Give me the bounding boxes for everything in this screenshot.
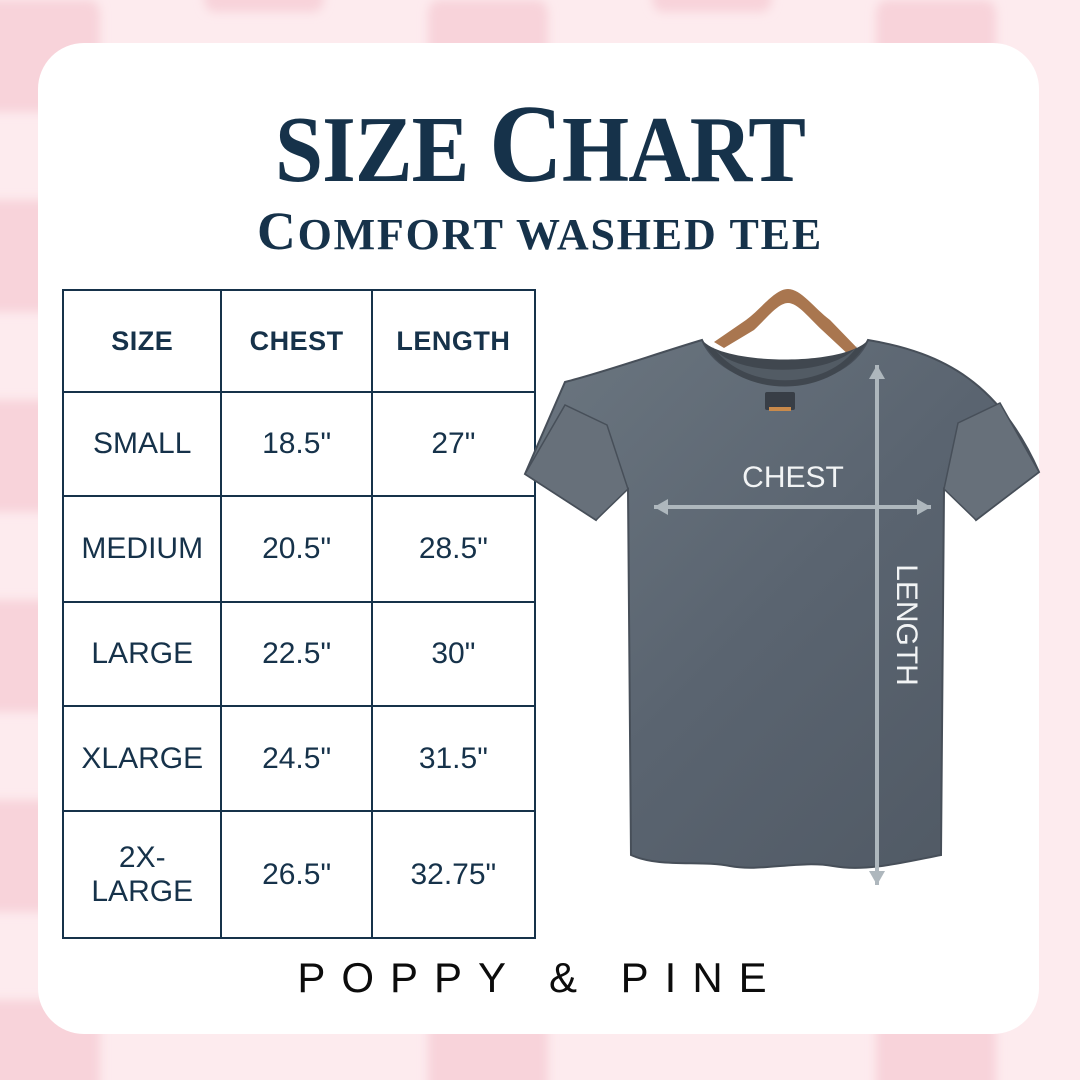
svg-text:CHEST: CHEST xyxy=(742,461,844,494)
svg-text:LENGTH: LENGTH xyxy=(890,564,923,686)
